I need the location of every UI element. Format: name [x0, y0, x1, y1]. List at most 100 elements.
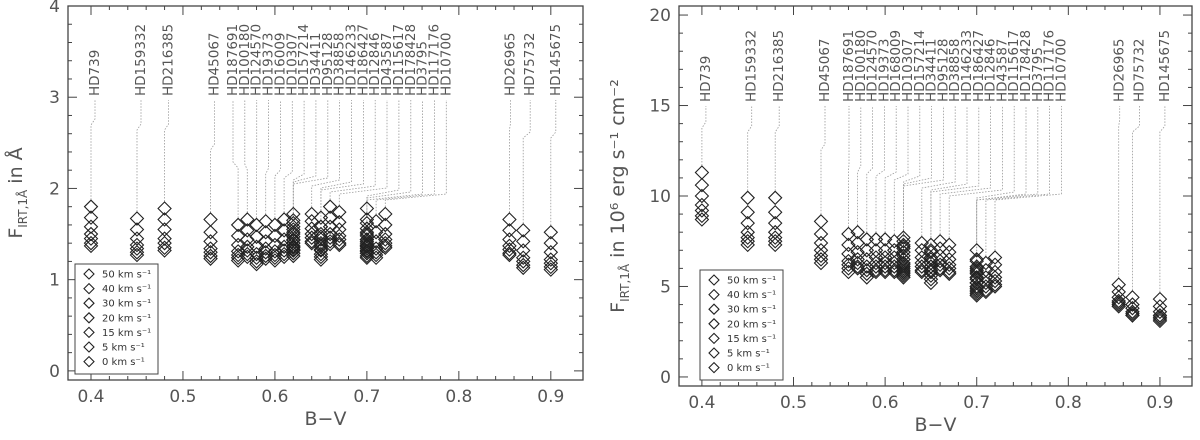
- data-point: [332, 237, 347, 253]
- data-point: [129, 211, 145, 226]
- data-point: [543, 235, 559, 251]
- data-point: [767, 237, 783, 253]
- legend-marker: [708, 361, 720, 374]
- y-tick-label: 1: [49, 271, 60, 291]
- data-point: [157, 240, 172, 256]
- data-point: [377, 240, 393, 256]
- data-point: [368, 224, 384, 240]
- data-point: [240, 212, 255, 227]
- star-leader-line: [857, 106, 862, 226]
- data-point: [987, 277, 1003, 292]
- legend-marker: [83, 341, 95, 353]
- star-leader-line: [90, 100, 96, 200]
- star-label: HD146233: [959, 30, 975, 102]
- data-point: [987, 270, 1003, 285]
- data-point: [740, 190, 755, 206]
- star-label: HD38858: [947, 39, 963, 103]
- y-axis-label-main: F: [5, 228, 27, 239]
- data-point: [740, 215, 755, 231]
- star-leader-line: [265, 100, 269, 215]
- star-label: HD10700: [1053, 39, 1069, 103]
- data-point: [313, 235, 329, 251]
- data-point: [240, 232, 255, 247]
- star-label: HD739: [698, 56, 714, 102]
- data-point: [203, 234, 218, 249]
- star-leader-line: [1159, 106, 1166, 293]
- x-tick-label: 0.5: [780, 393, 807, 413]
- data-point: [249, 246, 264, 262]
- data-point: [978, 275, 994, 291]
- data-point: [914, 235, 930, 251]
- data-point: [332, 228, 347, 244]
- y-axis-label-subscript: IRT,1Å: [15, 189, 30, 228]
- y-axis-label: FIRT,1Å in Å: [4, 147, 30, 238]
- data-point: [157, 235, 172, 251]
- star-leader-line: [903, 106, 921, 231]
- legend-marker: [83, 312, 95, 324]
- data-point: [841, 257, 856, 273]
- star-label: HD45067: [207, 33, 223, 97]
- data-point: [368, 250, 384, 266]
- data-point: [502, 245, 517, 261]
- chart-left-feature-strength: 0.4 0.5 0.6 0.7 0.8 0.9 0 1 2 3 4 B−V FIRT,1Å in Å HD…: [4, 0, 584, 430]
- data-point: [515, 254, 531, 269]
- data-point: [767, 233, 783, 249]
- data-point: [813, 248, 829, 263]
- data-point: [896, 233, 911, 249]
- star-label: HD3795: [415, 41, 431, 96]
- data-point: [941, 264, 957, 280]
- data-point: [740, 233, 755, 249]
- legend-marker: [83, 268, 95, 280]
- data-point: [896, 252, 911, 267]
- star-leader-line: [320, 100, 364, 211]
- data-point: [377, 217, 393, 233]
- legend-entry: 30 km s⁻¹: [727, 305, 776, 316]
- data-point: [543, 255, 559, 271]
- data-point: [813, 214, 829, 229]
- data-point: [83, 210, 99, 225]
- data-point: [987, 250, 1003, 265]
- chart-right-surface-flux: 0.4 0.5 0.6 0.7 0.8 0.9 0 5 10 15 20 B−V FIRT,1Å in …: [607, 5, 1193, 436]
- star-label: HD146233: [344, 24, 360, 96]
- legend-marker: [708, 347, 720, 359]
- y-tick-label: 3: [49, 88, 60, 108]
- star-leader-line: [292, 100, 305, 207]
- data-point: [896, 241, 911, 256]
- data-point: [359, 215, 375, 231]
- star-leader-line: [292, 100, 317, 214]
- data-point: [767, 215, 783, 231]
- legend-entry: 20 km s⁻¹: [102, 313, 151, 324]
- data-point: [157, 201, 172, 216]
- data-point: [502, 223, 517, 238]
- star-leader-line: [930, 106, 980, 238]
- data-point: [914, 259, 930, 274]
- data-point: [304, 214, 319, 229]
- star-leader-line: [210, 100, 215, 213]
- data-point: [322, 230, 338, 245]
- data-point: [515, 234, 531, 249]
- x-axis-label: B−V: [305, 408, 347, 430]
- data-point: [258, 234, 274, 249]
- data-point: [83, 238, 99, 254]
- star-label: HD159332: [133, 24, 149, 96]
- data-point: [249, 256, 264, 272]
- data-point: [1125, 300, 1140, 316]
- star-leader-line: [875, 106, 885, 233]
- star-leader-line: [921, 106, 956, 236]
- star-leader-line: [903, 106, 944, 240]
- data-point: [377, 206, 393, 222]
- star-label: HD43587: [379, 33, 395, 97]
- star-leader-line: [292, 100, 329, 220]
- data-point: [129, 241, 145, 256]
- data-point: [969, 243, 985, 258]
- data-point: [1125, 297, 1140, 312]
- data-point: [322, 199, 338, 214]
- data-point: [368, 214, 384, 229]
- star-leader-line: [375, 100, 435, 215]
- star-label: HD216385: [771, 30, 787, 102]
- data-point: [129, 247, 145, 263]
- data-point: [978, 284, 994, 300]
- star-leader-line: [976, 106, 1027, 255]
- star-label: HD157214: [912, 30, 928, 102]
